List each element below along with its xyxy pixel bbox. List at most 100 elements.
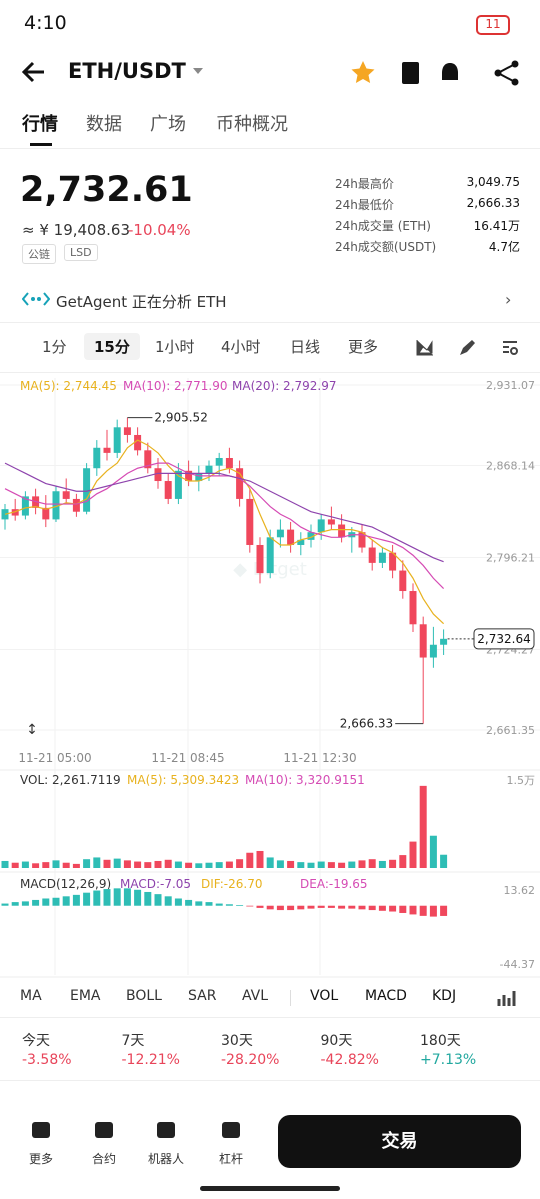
interval[interactable]: 1小时 — [155, 338, 195, 356]
agent[interactable]: GetAgent 正在分析 ETH — [56, 293, 227, 311]
macd-bar — [164, 896, 172, 906]
divider — [0, 1080, 540, 1081]
macd-bar — [93, 890, 101, 906]
macd-legend: DIF:-26.70 — [201, 877, 262, 891]
back[interactable] — [20, 60, 46, 84]
candle-body — [123, 427, 131, 435]
candle-body — [287, 529, 295, 545]
chart: 2,931.072,868.142,796.212,724.272,661.35… — [0, 378, 540, 978]
volume-bar — [276, 860, 284, 868]
candle-body — [297, 539, 305, 545]
candle-body — [215, 457, 223, 466]
volume-bar — [52, 860, 60, 868]
stat-value: 4.7亿 — [488, 240, 520, 254]
volume-bar — [11, 862, 19, 868]
volume-bar — [307, 862, 315, 868]
macd-bar — [317, 905, 325, 908]
candle-body — [103, 447, 111, 453]
volume-bar — [409, 841, 417, 868]
volume-bar — [429, 835, 437, 868]
period-value: -12.21% — [121, 1052, 180, 1068]
indicator[interactable]: BOLL — [126, 988, 162, 1004]
interval[interactable]: 更多 — [348, 338, 379, 356]
stat-label: 24h最低价 — [335, 198, 394, 212]
volume-bar — [378, 860, 386, 868]
indicator[interactable]: AVL — [242, 988, 269, 1004]
trade-button[interactable]: 交易 — [278, 1115, 521, 1168]
divider — [0, 322, 540, 323]
macd-bar — [419, 905, 427, 916]
volume-bar — [338, 862, 346, 868]
indicator[interactable]: KDJ — [432, 988, 457, 1004]
macd-bar — [358, 905, 366, 910]
indicator[interactable]: SAR — [188, 988, 217, 1004]
low-label: 2,666.33 — [340, 717, 393, 731]
tab[interactable]: 数据 — [86, 114, 122, 135]
volume-bar — [123, 860, 131, 868]
interval[interactable]: 15分 — [84, 333, 140, 360]
macd-bar — [236, 905, 244, 906]
indicator[interactable]: EMA — [70, 988, 101, 1004]
macd-bar — [440, 905, 448, 916]
notes[interactable] — [402, 62, 419, 84]
indicator-settings[interactable] — [497, 988, 517, 1008]
nav-label[interactable]: 更多 — [28, 1152, 54, 1166]
period-value: +7.13% — [420, 1052, 477, 1068]
period-label: 90天 — [320, 1033, 353, 1049]
volume-bar — [62, 862, 70, 868]
interval[interactable]: 1分 — [42, 338, 67, 356]
candle-body — [72, 498, 80, 512]
volume-bar — [368, 859, 376, 868]
volume-bar — [83, 859, 91, 868]
period-value: -28.20% — [221, 1052, 280, 1068]
period-value: -3.58% — [22, 1052, 72, 1068]
tab[interactable]: 币种概况 — [216, 114, 288, 135]
indicator[interactable]: VOL — [310, 988, 339, 1004]
macd-bar — [378, 905, 386, 911]
candle-body — [154, 468, 162, 482]
volume-bar — [256, 850, 264, 868]
period-label: 30天 — [221, 1033, 253, 1049]
nav-label[interactable]: 杠杆 — [218, 1152, 244, 1166]
y-tick-label: 1.5万 — [507, 774, 536, 787]
volume-bar — [32, 863, 40, 868]
dropdown — [193, 68, 203, 74]
nav-icon[interactable] — [32, 1122, 50, 1138]
interval[interactable]: 日线 — [290, 338, 321, 356]
macd-bar — [185, 899, 193, 906]
indicator[interactable]: MA — [20, 988, 42, 1004]
nav-label[interactable]: 合约 — [91, 1152, 117, 1166]
pair[interactable]: ETH/USDT — [68, 59, 186, 83]
share[interactable] — [494, 60, 519, 86]
candle-body — [195, 473, 203, 482]
interval[interactable]: 4小时 — [221, 338, 261, 356]
nav-icon[interactable] — [157, 1122, 175, 1138]
favorite[interactable] — [351, 61, 375, 83]
candle-body — [205, 465, 213, 474]
candle-body — [236, 468, 244, 499]
y-tick-label: 2,868.14 — [486, 459, 535, 472]
nav-icon[interactable] — [222, 1122, 240, 1138]
candle-body — [399, 570, 407, 592]
x-tick-label: 11-21 08:45 — [151, 751, 224, 765]
tab[interactable]: 行情 — [22, 114, 58, 135]
tag: LSD — [64, 244, 98, 261]
macd-bar — [327, 905, 335, 908]
candle-body — [317, 519, 325, 533]
candle-body — [429, 644, 437, 658]
last-box — [473, 628, 535, 650]
nav-label[interactable]: 机器人 — [147, 1152, 185, 1166]
indicator[interactable]: MACD — [365, 988, 407, 1004]
macd-bar — [399, 905, 407, 913]
macd-bar — [409, 905, 417, 915]
candle-body — [52, 491, 60, 520]
volume-bar — [93, 857, 101, 868]
period-label: 180天 — [420, 1033, 461, 1049]
candle-body — [62, 491, 70, 499]
alert[interactable] — [442, 63, 458, 80]
battery: 11 — [476, 15, 510, 35]
macd-bar — [123, 888, 131, 906]
tab[interactable]: 广场 — [150, 114, 186, 135]
nav-icon[interactable] — [95, 1122, 113, 1138]
candle-body — [327, 519, 335, 525]
